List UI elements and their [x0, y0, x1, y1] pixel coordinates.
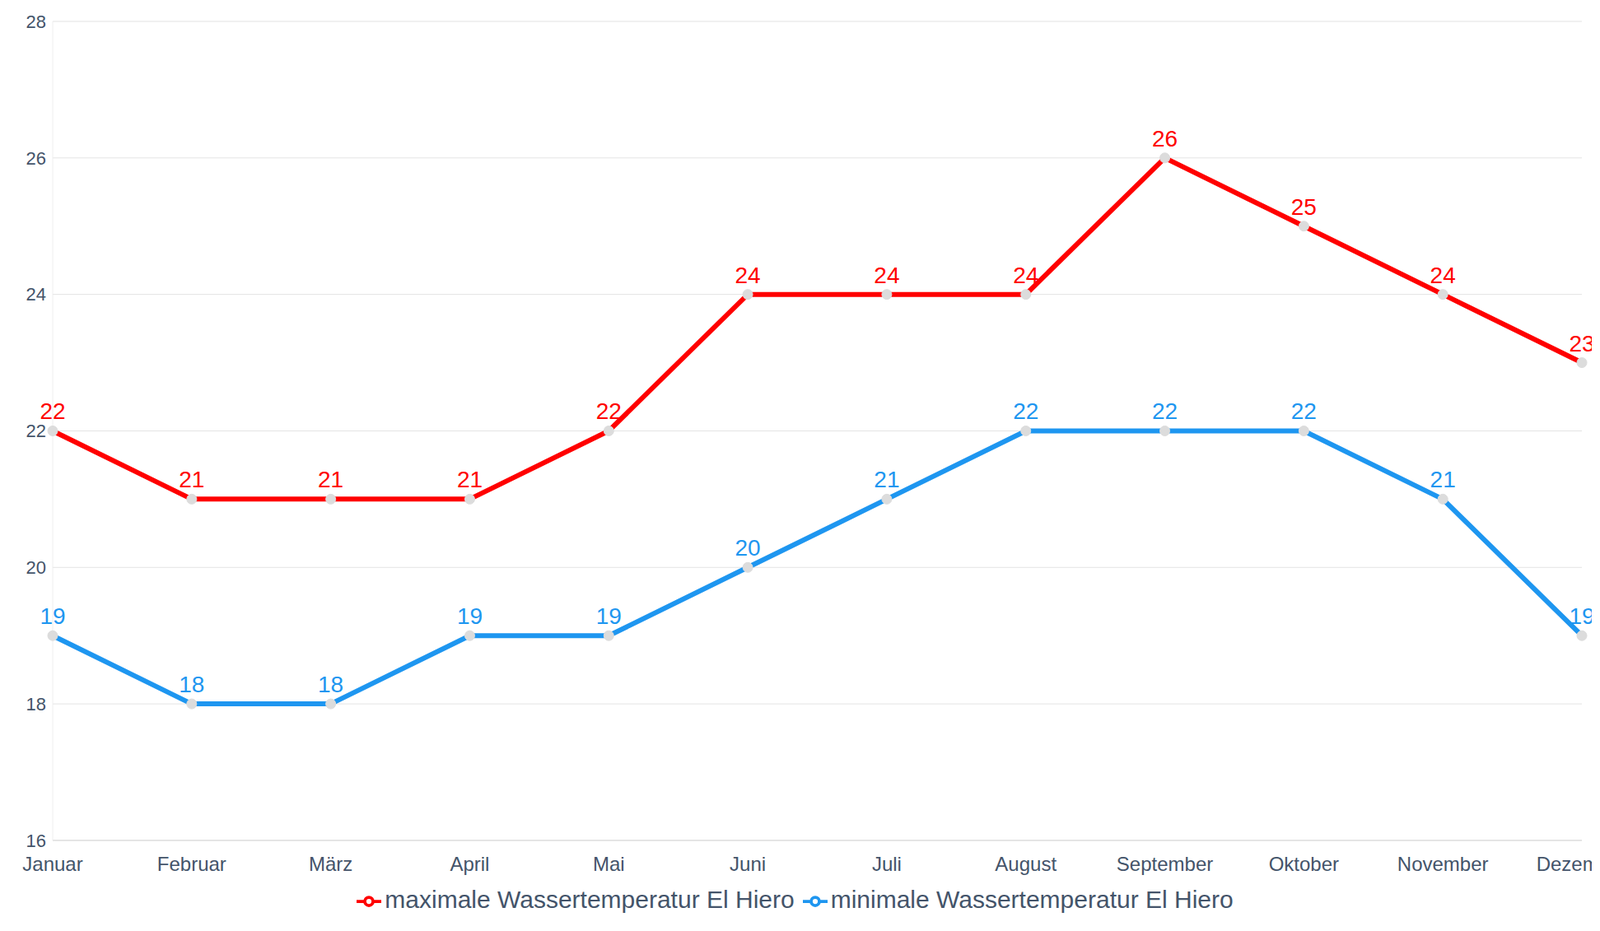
- svg-text:August: August: [994, 853, 1057, 876]
- svg-text:21: 21: [317, 466, 344, 493]
- svg-text:Oktober: Oktober: [1268, 853, 1339, 876]
- svg-text:28: 28: [26, 11, 47, 33]
- html-text:minimale Wassertemperatur El H: minimale Wassertemperatur El Hiero: [830, 885, 1234, 914]
- svg-text:April: April: [449, 853, 490, 876]
- svg-text:21: 21: [178, 466, 205, 493]
- svg-text:16: 16: [26, 830, 47, 852]
- svg-text:20: 20: [26, 557, 47, 579]
- svg-text:23: 23: [1568, 331, 1592, 357]
- svg-text:24: 24: [1430, 262, 1456, 289]
- svg-text:19: 19: [39, 603, 66, 630]
- svg-text:November: November: [1397, 853, 1489, 876]
- svg-text:Juni: Juni: [729, 853, 766, 876]
- svg-text:Februar: Februar: [157, 853, 227, 876]
- svg-text:19: 19: [457, 603, 483, 630]
- svg-text:26: 26: [26, 148, 47, 169]
- svg-text:22: 22: [1152, 398, 1178, 425]
- svg-text:22: 22: [25, 421, 47, 442]
- svg-text:März: März: [308, 853, 353, 876]
- svg-text:19: 19: [1568, 603, 1592, 630]
- svg-text:20: 20: [735, 535, 761, 561]
- svg-text:Juli: Juli: [872, 853, 902, 876]
- svg-text:22: 22: [1291, 398, 1317, 425]
- svg-text:24: 24: [873, 262, 900, 289]
- svg-text:24: 24: [735, 262, 761, 289]
- svg-text:Januar: Januar: [22, 853, 83, 876]
- svg-text:22: 22: [39, 398, 66, 425]
- svg-text:21: 21: [457, 466, 483, 493]
- svg-text:Dezember: Dezember: [1536, 853, 1592, 876]
- svg-text:21: 21: [1430, 466, 1456, 493]
- svg-text:Mai: Mai: [592, 853, 626, 876]
- svg-text:September: September: [1116, 853, 1213, 876]
- svg-text:18: 18: [26, 694, 47, 715]
- svg-text:19: 19: [596, 603, 622, 630]
- svg-text:24: 24: [26, 284, 47, 305]
- svg-text:21: 21: [873, 466, 900, 493]
- svg-text:24: 24: [1012, 262, 1039, 289]
- svg-text:18: 18: [317, 671, 344, 698]
- svg-text:18: 18: [178, 671, 205, 698]
- svg-text:25: 25: [1291, 194, 1317, 220]
- html-text:maximale Wassertemperatur El H: maximale Wassertemperatur El Hiero: [384, 885, 795, 914]
- svg-text:22: 22: [596, 398, 622, 425]
- svg-text:22: 22: [1012, 398, 1039, 425]
- svg-text:26: 26: [1152, 125, 1178, 152]
